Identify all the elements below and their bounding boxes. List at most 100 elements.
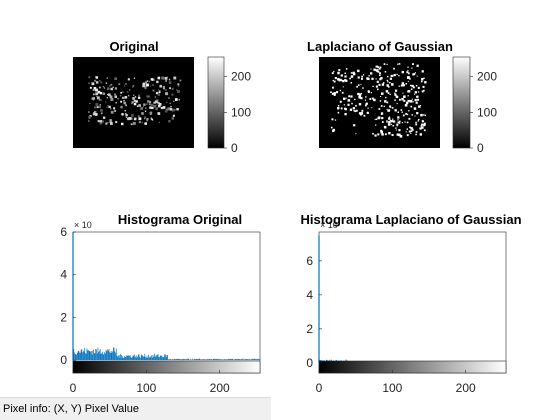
original-texture-speck bbox=[179, 79, 182, 82]
log-texture-speck bbox=[364, 99, 367, 101]
original-texture-speck bbox=[95, 103, 99, 106]
log-texture-speck bbox=[388, 131, 391, 135]
original-texture-speck bbox=[150, 85, 152, 87]
log-texture-speck bbox=[398, 75, 400, 77]
original-texture-speck bbox=[148, 80, 151, 83]
y-tick-label: 4 bbox=[60, 268, 67, 282]
log-texture-speck bbox=[416, 64, 419, 67]
log-texture-speck bbox=[352, 71, 355, 75]
log-texture-speck bbox=[396, 133, 399, 136]
log-texture-speck bbox=[399, 134, 403, 138]
hist-original-ticks: 0 100 200 0 2 4 6 bbox=[60, 225, 230, 395]
original-texture-speck bbox=[133, 94, 135, 96]
log-texture-speck bbox=[362, 74, 365, 76]
original-texture-speck bbox=[168, 81, 172, 84]
log-texture-speck bbox=[387, 81, 389, 83]
log-texture-speck bbox=[362, 87, 364, 89]
log-texture-speck bbox=[340, 107, 343, 110]
original-texture-speck bbox=[157, 76, 161, 80]
original-texture-speck bbox=[125, 114, 128, 117]
original-texture-speck bbox=[120, 91, 123, 94]
log-texture-speck bbox=[358, 84, 360, 86]
log-texture-speck bbox=[373, 98, 376, 102]
original-texture-speck bbox=[113, 107, 115, 110]
original-texture-speck bbox=[129, 89, 131, 91]
original-texture-speck bbox=[88, 111, 90, 113]
log-texture-speck bbox=[408, 117, 411, 120]
log-texture-speck bbox=[392, 120, 396, 123]
original-texture-speck bbox=[169, 108, 173, 111]
log-texture-speck bbox=[410, 127, 413, 130]
original-texture-speck bbox=[148, 101, 152, 104]
hist-original-axes bbox=[72, 231, 261, 374]
original-texture-speck bbox=[107, 87, 110, 91]
log-texture-speck bbox=[410, 132, 412, 134]
original-texture-speck bbox=[132, 84, 135, 87]
original-texture-speck bbox=[110, 110, 114, 114]
original-texture-speck bbox=[96, 106, 99, 109]
log-texture-speck bbox=[377, 65, 379, 68]
log-texture-speck bbox=[353, 110, 355, 112]
log-texture-speck bbox=[379, 72, 381, 75]
log-texture-speck bbox=[379, 100, 382, 102]
original-texture-speck bbox=[160, 106, 164, 110]
original-texture-speck bbox=[96, 95, 98, 97]
log-texture-speck bbox=[352, 107, 356, 110]
log-texture-speck bbox=[377, 66, 380, 69]
log-texture-speck bbox=[387, 92, 390, 94]
log-texture-speck bbox=[409, 126, 411, 129]
log-texture-speck bbox=[414, 91, 417, 94]
log-texture-speck bbox=[363, 114, 366, 117]
log-texture-speck bbox=[396, 103, 398, 105]
log-texture-speck bbox=[396, 73, 398, 76]
log-texture-speck bbox=[412, 101, 414, 103]
log-texture-speck bbox=[337, 105, 340, 107]
log-texture-speck bbox=[386, 108, 388, 110]
original-texture-speck bbox=[99, 80, 101, 82]
original-texture-speck bbox=[155, 91, 159, 95]
log-texture-speck bbox=[403, 95, 406, 98]
log-texture-speck bbox=[370, 92, 372, 94]
log-texture-speck bbox=[358, 95, 361, 99]
log-texture-speck bbox=[395, 127, 397, 129]
original-texture-speck bbox=[146, 80, 149, 82]
log-texture-speck bbox=[405, 82, 408, 85]
log-texture-speck bbox=[350, 95, 353, 98]
log-texture-speck bbox=[344, 79, 347, 82]
original-texture-speck bbox=[131, 101, 134, 104]
original-texture-speck bbox=[159, 84, 163, 88]
original-texture-speck bbox=[124, 109, 127, 112]
log-texture-speck bbox=[367, 77, 370, 81]
y-tick-label: 0 bbox=[60, 353, 67, 367]
original-texture-speck bbox=[173, 100, 175, 103]
original-texture-speck bbox=[100, 81, 103, 84]
original-texture-speck bbox=[164, 76, 168, 80]
original-texture-speck bbox=[144, 86, 147, 89]
original-texture-speck bbox=[88, 120, 90, 122]
log-texture-speck bbox=[365, 96, 367, 98]
log-texture-speck bbox=[400, 109, 403, 111]
log-texture-speck bbox=[415, 96, 418, 98]
original-texture-speck bbox=[133, 102, 137, 106]
original-texture-speck bbox=[102, 116, 106, 119]
original-texture-speck bbox=[147, 95, 150, 98]
log-texture-speck bbox=[394, 109, 397, 112]
log-texture-speck bbox=[377, 70, 380, 73]
original-texture-speck bbox=[95, 92, 99, 96]
original-texture-speck bbox=[163, 87, 165, 90]
log-texture-speck bbox=[392, 118, 394, 120]
log-texture-speck bbox=[385, 90, 389, 93]
log-texture-speck bbox=[384, 71, 387, 73]
original-texture-speck bbox=[115, 120, 118, 124]
log-texture-speck bbox=[344, 108, 347, 111]
log-texture-speck bbox=[414, 93, 416, 95]
original-texture-speck bbox=[93, 87, 97, 90]
log-texture-speck bbox=[386, 120, 388, 122]
log-texture-speck bbox=[410, 130, 413, 132]
original-texture-speck bbox=[166, 101, 168, 103]
log-texture-speck bbox=[345, 79, 348, 82]
log-texture-speck bbox=[414, 98, 417, 102]
original-texture-speck bbox=[95, 76, 99, 79]
original-texture-speck bbox=[151, 106, 154, 110]
log-texture-speck bbox=[423, 89, 425, 92]
